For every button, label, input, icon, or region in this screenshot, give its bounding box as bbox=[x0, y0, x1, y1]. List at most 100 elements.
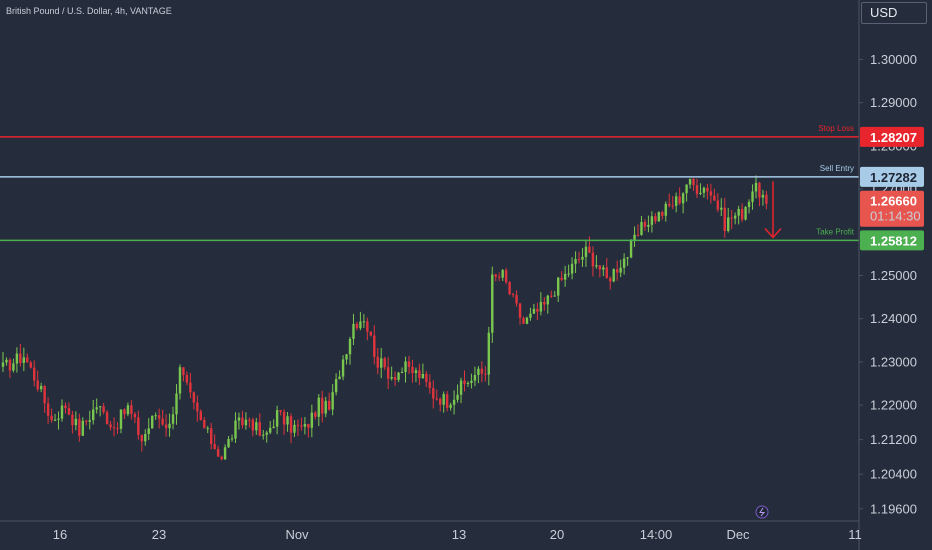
candle[interactable] bbox=[376, 347, 379, 375]
candle[interactable] bbox=[570, 257, 574, 280]
candle[interactable] bbox=[609, 276, 612, 290]
candle[interactable] bbox=[491, 266, 494, 343]
candle[interactable] bbox=[560, 271, 563, 282]
candle[interactable] bbox=[15, 347, 19, 373]
candle[interactable] bbox=[230, 434, 234, 442]
candle[interactable] bbox=[67, 402, 71, 416]
candle[interactable] bbox=[504, 267, 508, 285]
candle[interactable] bbox=[53, 413, 57, 422]
candle[interactable] bbox=[740, 203, 744, 223]
candle[interactable] bbox=[223, 444, 227, 460]
candle[interactable] bbox=[19, 343, 22, 367]
candle[interactable] bbox=[178, 364, 182, 400]
candle[interactable] bbox=[761, 189, 765, 206]
candle[interactable] bbox=[709, 183, 713, 204]
candle[interactable] bbox=[643, 219, 647, 231]
candle[interactable] bbox=[60, 399, 64, 422]
candle[interactable] bbox=[508, 280, 511, 296]
candle[interactable] bbox=[109, 421, 112, 431]
candle[interactable] bbox=[74, 411, 78, 431]
candle[interactable] bbox=[386, 356, 390, 390]
candle[interactable] bbox=[622, 253, 626, 275]
candle[interactable] bbox=[33, 360, 36, 387]
candle[interactable] bbox=[196, 395, 199, 422]
candle[interactable] bbox=[445, 390, 449, 412]
candle[interactable] bbox=[352, 313, 355, 346]
candle[interactable] bbox=[345, 353, 348, 365]
candle[interactable] bbox=[633, 226, 636, 247]
candle[interactable] bbox=[432, 380, 435, 409]
candle[interactable] bbox=[123, 408, 126, 419]
candle[interactable] bbox=[324, 396, 327, 418]
candle[interactable] bbox=[331, 384, 334, 416]
candle[interactable] bbox=[234, 412, 237, 443]
candle[interactable] bbox=[727, 207, 730, 233]
candle[interactable] bbox=[591, 246, 595, 277]
candle[interactable] bbox=[404, 356, 407, 383]
candle[interactable] bbox=[751, 184, 754, 210]
candle[interactable] bbox=[296, 419, 300, 436]
candle[interactable] bbox=[137, 410, 140, 440]
candle[interactable] bbox=[369, 331, 373, 337]
candle[interactable] bbox=[397, 371, 400, 383]
candle[interactable] bbox=[289, 413, 293, 444]
candle[interactable] bbox=[598, 265, 602, 278]
candle[interactable] bbox=[133, 412, 137, 424]
candle[interactable] bbox=[501, 269, 504, 282]
candle[interactable] bbox=[567, 264, 570, 278]
candle[interactable] bbox=[661, 210, 664, 220]
candle[interactable] bbox=[393, 371, 397, 386]
candle[interactable] bbox=[355, 321, 359, 331]
candle[interactable] bbox=[452, 390, 456, 415]
candle[interactable] bbox=[546, 294, 549, 314]
candle[interactable] bbox=[494, 273, 497, 282]
candle[interactable] bbox=[529, 307, 532, 321]
candle[interactable] bbox=[147, 418, 150, 441]
candle[interactable] bbox=[85, 419, 88, 426]
candle[interactable] bbox=[411, 359, 414, 383]
candle[interactable] bbox=[744, 205, 747, 221]
candle[interactable] bbox=[321, 390, 324, 423]
trade-levels[interactable]: Stop Loss Sell Entry Take Profit bbox=[0, 124, 859, 242]
candle[interactable] bbox=[310, 404, 314, 438]
candle[interactable] bbox=[189, 372, 192, 399]
candle[interactable] bbox=[175, 384, 178, 425]
candle[interactable] bbox=[439, 397, 442, 412]
candle[interactable] bbox=[279, 409, 282, 416]
candle[interactable] bbox=[473, 366, 477, 387]
candle[interactable] bbox=[477, 366, 480, 384]
candle[interactable] bbox=[640, 215, 643, 236]
candle[interactable] bbox=[383, 356, 386, 370]
candle[interactable] bbox=[550, 290, 553, 298]
candle[interactable] bbox=[522, 316, 525, 325]
candle[interactable] bbox=[664, 201, 667, 222]
candle[interactable] bbox=[12, 358, 15, 373]
candle[interactable] bbox=[98, 405, 102, 417]
candle[interactable] bbox=[105, 410, 109, 425]
candle[interactable] bbox=[619, 259, 622, 278]
candle[interactable] bbox=[185, 371, 189, 386]
candle[interactable] bbox=[435, 389, 438, 401]
candle[interactable] bbox=[626, 256, 629, 266]
candle[interactable] bbox=[595, 255, 598, 269]
candle[interactable] bbox=[459, 377, 463, 404]
candle[interactable] bbox=[480, 361, 484, 383]
candle[interactable] bbox=[36, 370, 39, 392]
candle[interactable] bbox=[338, 370, 341, 380]
candle[interactable] bbox=[605, 257, 608, 279]
candle[interactable] bbox=[95, 398, 98, 414]
candle[interactable] bbox=[574, 251, 577, 274]
candle[interactable] bbox=[119, 409, 123, 434]
candle[interactable] bbox=[466, 381, 470, 387]
candle[interactable] bbox=[543, 297, 546, 311]
candle[interactable] bbox=[92, 400, 95, 425]
candle[interactable] bbox=[81, 417, 85, 437]
candle[interactable] bbox=[421, 363, 425, 379]
candle[interactable] bbox=[400, 367, 404, 374]
candle[interactable] bbox=[237, 412, 241, 430]
candle[interactable] bbox=[227, 435, 230, 448]
candle[interactable] bbox=[171, 406, 175, 430]
candle[interactable] bbox=[515, 290, 518, 307]
